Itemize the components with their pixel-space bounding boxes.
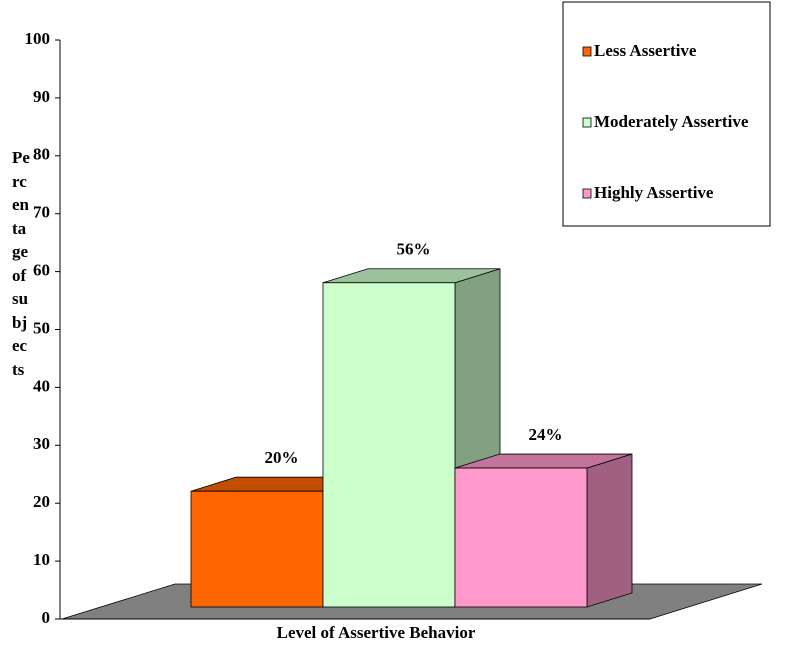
y-tick-label: 60 xyxy=(33,261,50,280)
legend-swatch xyxy=(582,117,592,128)
y-tick-label: 80 xyxy=(33,145,50,164)
y-tick-label: 30 xyxy=(33,434,50,453)
bar xyxy=(322,282,456,608)
value-label: 56% xyxy=(397,240,431,259)
legend-label: Highly Assertive xyxy=(594,183,714,202)
y-tick-label: 100 xyxy=(25,29,51,48)
y-tick-label: 40 xyxy=(33,376,50,395)
bar xyxy=(454,467,588,608)
bar xyxy=(190,490,324,608)
y-tick-label: 10 xyxy=(33,550,50,569)
legend-label: Less Assertive xyxy=(594,41,697,60)
y-tick-label: 0 xyxy=(42,608,51,627)
value-label: 24% xyxy=(529,425,563,444)
legend xyxy=(562,1,771,227)
bar-side xyxy=(586,453,633,608)
y-tick-label: 70 xyxy=(33,203,50,222)
legend-label: Moderately Assertive xyxy=(594,112,749,131)
x-axis-title: Level of Assertive Behavior xyxy=(277,623,476,642)
y-tick-label: 20 xyxy=(33,492,50,511)
value-label: 20% xyxy=(265,448,299,467)
y-tick-label: 50 xyxy=(33,318,50,337)
y-tick-label: 90 xyxy=(33,87,50,106)
y-axis-title: Percentage of subjects xyxy=(12,148,30,379)
legend-swatch xyxy=(582,188,592,199)
legend-swatch xyxy=(582,46,592,57)
